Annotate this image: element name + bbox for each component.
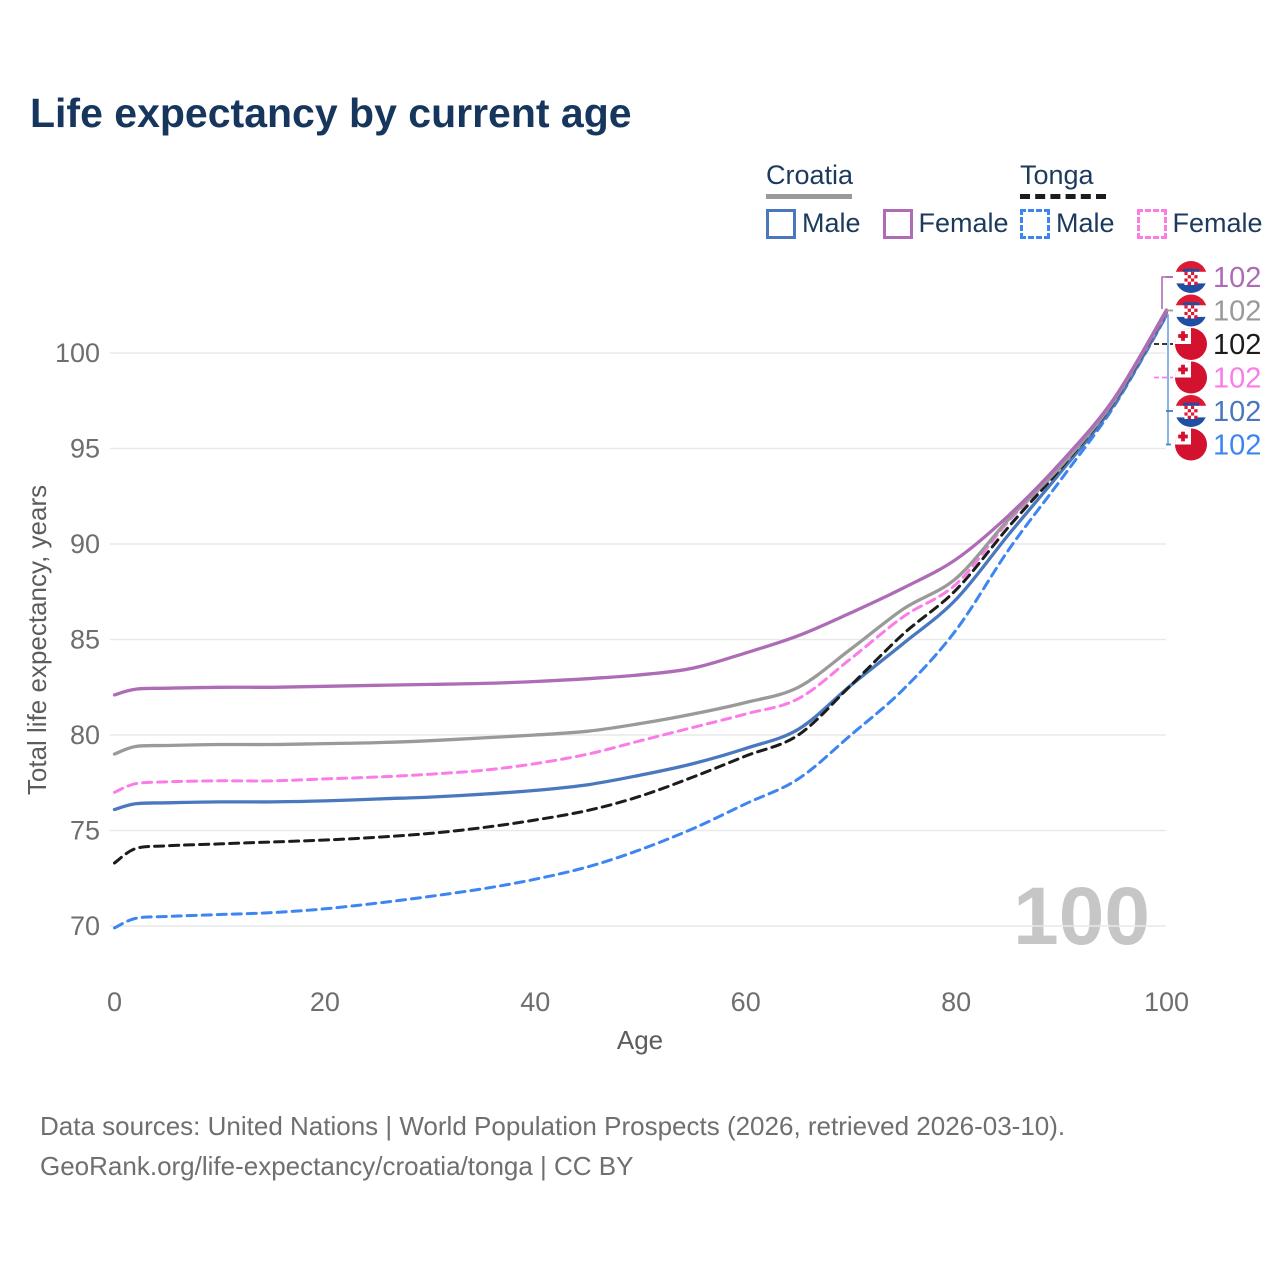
series-line-tonga-both[interactable] <box>113 310 1168 865</box>
x-tick-60: 60 <box>731 987 761 1017</box>
tonga-flag-icon <box>1175 361 1207 394</box>
legend-label-croatia-female[interactable]: Female <box>918 208 1009 238</box>
legend-swatch-croatia-male[interactable] <box>766 208 796 239</box>
legend-swatch-tonga-female[interactable] <box>1136 208 1167 239</box>
x-tick-80: 80 <box>941 987 971 1017</box>
series-line-croatia-male[interactable] <box>112 313 1169 812</box>
series-line-croatia-both[interactable] <box>112 309 1169 756</box>
y-tick-75: 75 <box>70 816 100 846</box>
legend-swatch-croatia-female[interactable] <box>882 208 913 239</box>
end-value-tonga-female: 102 <box>1213 363 1261 395</box>
age-watermark: 100 <box>1013 871 1150 962</box>
grid-layer: 70 75 80 85 90 95 100 0 20 40 60 80 100 <box>55 338 1189 1017</box>
end-value-croatia-female: 102 <box>1213 262 1261 294</box>
leader-line-top <box>1161 276 1173 309</box>
x-tick-20: 20 <box>310 987 340 1017</box>
x-tick-100: 100 <box>1144 987 1189 1017</box>
x-axis-title: Age <box>617 1025 663 1055</box>
croatia-flag-icon <box>1175 261 1207 293</box>
y-tick-90: 90 <box>70 529 100 559</box>
legend-group-tonga: Tonga Male Female <box>1020 160 1280 239</box>
croatia-flag-icon <box>1175 294 1207 327</box>
legend-label-tonga-female[interactable]: Female <box>1172 208 1263 238</box>
series-line-croatia-female[interactable] <box>112 308 1169 697</box>
y-tick-95: 95 <box>70 434 100 464</box>
y-tick-70: 70 <box>70 911 100 941</box>
footer-sources: Data sources: United Nations | World Pop… <box>40 1111 1066 1141</box>
legend-tonga-name: Tonga <box>1020 160 1094 190</box>
footer: Data sources: United Nations | World Pop… <box>40 1106 1065 1186</box>
legend-tonga-underline <box>1020 194 1106 199</box>
y-tick-85: 85 <box>70 625 100 655</box>
y-axis-title: Total life expectancy, years <box>22 485 52 795</box>
footer-url: GeoRank.org/life-expectancy/croatia/tong… <box>40 1151 634 1181</box>
end-value-tonga-both: 102 <box>1213 329 1261 361</box>
y-tick-80: 80 <box>70 720 100 750</box>
end-value-croatia-both: 102 <box>1213 296 1261 328</box>
legend-label-tonga-male[interactable]: Male <box>1056 208 1115 238</box>
croatia-flag-icon <box>1175 395 1207 427</box>
series-layer <box>112 308 1169 930</box>
page-title: Life expectancy by current age <box>30 90 632 136</box>
y-tick-100: 100 <box>55 338 100 368</box>
end-value-tonga-male: 102 <box>1213 430 1261 462</box>
legend-label-croatia-male[interactable]: Male <box>802 208 861 238</box>
series-line-tonga-male[interactable] <box>113 314 1168 930</box>
x-tick-40: 40 <box>520 987 550 1017</box>
tonga-flag-icon <box>1175 328 1207 360</box>
x-tick-0: 0 <box>107 987 122 1017</box>
legend-croatia-underline <box>766 194 852 199</box>
end-value-croatia-male: 102 <box>1213 396 1261 428</box>
legend-group-croatia: Croatia Male Female <box>766 160 1031 239</box>
tonga-flag-icon <box>1175 428 1207 461</box>
legend-croatia-name: Croatia <box>766 160 854 190</box>
series-line-tonga-female[interactable] <box>113 311 1168 794</box>
legend-swatch-tonga-male[interactable] <box>1020 208 1050 239</box>
